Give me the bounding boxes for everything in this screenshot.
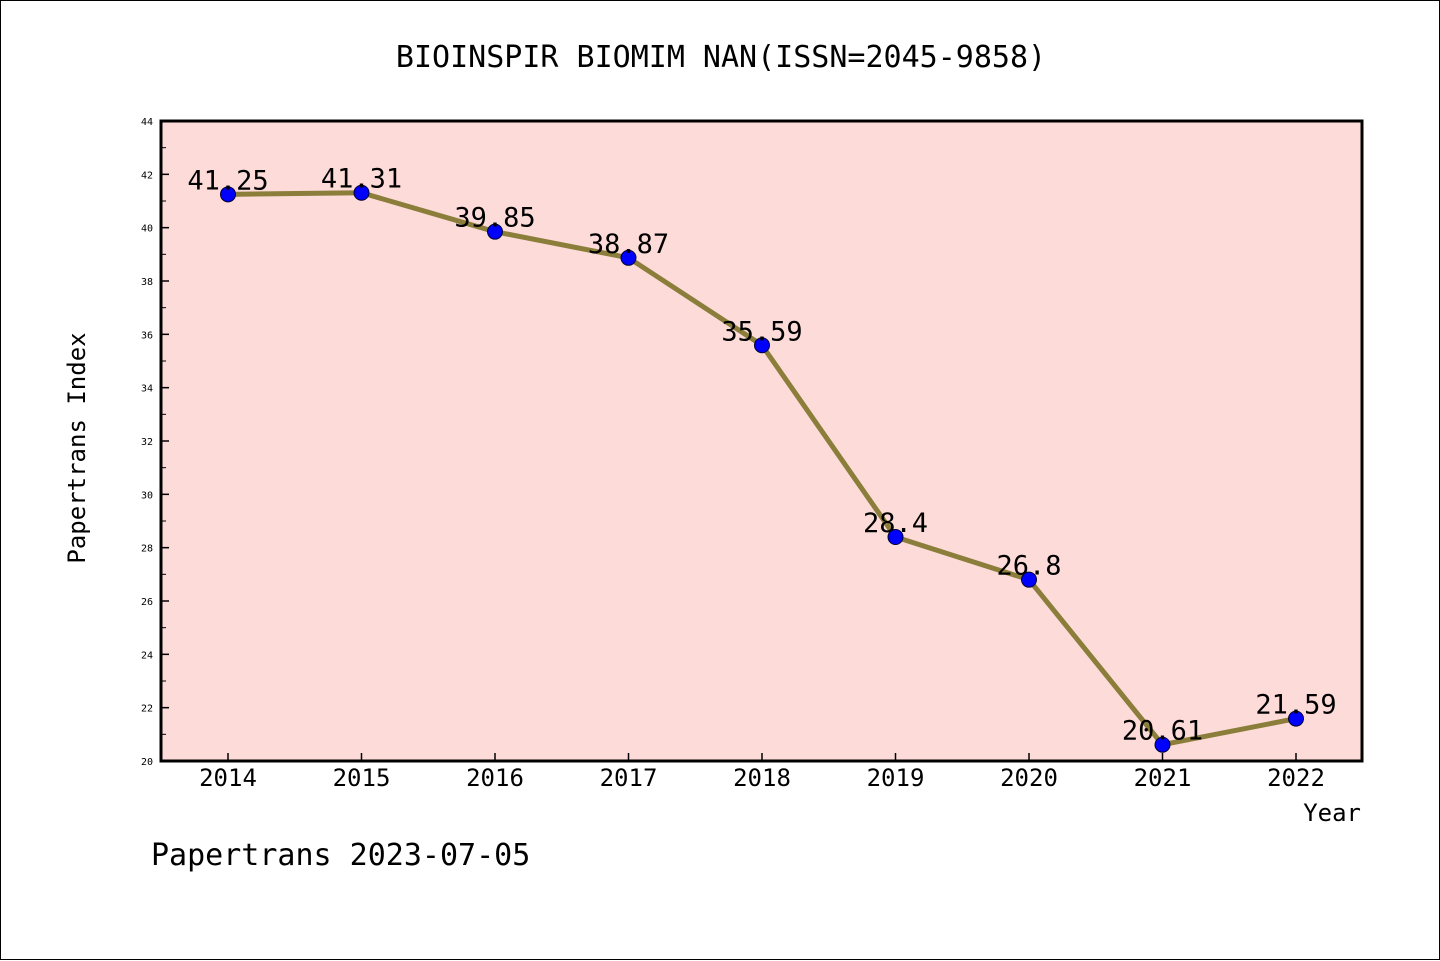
data-label: 26.8 [996, 551, 1061, 582]
data-point-marker [487, 223, 503, 240]
data-point-marker [887, 529, 904, 545]
x-tick-label: 2017 [600, 764, 658, 792]
y-tick-label: 40 [141, 224, 153, 235]
x-tick-label: 2020 [1000, 764, 1058, 792]
data-point-marker [754, 337, 770, 354]
y-axis: 20 22 24 26 28 30 32 34 36 38 40 42 44 [141, 117, 169, 768]
y-tick-label: 20 [141, 757, 153, 768]
data-point-marker [353, 184, 370, 201]
x-tick-label: 2015 [333, 764, 391, 792]
data-point-marker [1288, 710, 1304, 727]
y-tick-label: 28 [141, 544, 153, 555]
y-tick-label: 32 [141, 437, 153, 448]
y-tick-label: 38 [141, 277, 153, 288]
data-label: 41.31 [321, 164, 402, 195]
x-tick-label: 2022 [1267, 764, 1325, 792]
y-tick-label: 44 [141, 117, 153, 128]
chart-title: BIOINSPIR BIOMIM NAN(ISSN=2045-9858) [396, 40, 1046, 75]
data-label: 41.25 [187, 165, 268, 196]
data-point-marker [220, 186, 236, 203]
x-axis: 2014 2015 2016 2017 2018 2019 2020 2021 2022 [199, 753, 1325, 792]
data-label: 38.87 [588, 229, 669, 260]
y-tick-label: 22 [141, 704, 153, 715]
data-label: 28.4 [863, 508, 928, 539]
y-tick-label: 36 [141, 330, 153, 341]
footer-date-label: Papertrans 2023-07-05 [151, 838, 530, 873]
plot-border [159, 119, 1364, 763]
data-label: 39.85 [454, 203, 535, 234]
data-point-marker [1021, 571, 1037, 588]
data-label: 20.61 [1122, 716, 1203, 747]
data-label: 35.59 [721, 316, 802, 347]
y-axis-label: Papertrans Index [63, 332, 91, 563]
x-tick-label: 2021 [1134, 764, 1192, 792]
y-tick-label: 24 [141, 650, 153, 661]
data-label: 21.59 [1255, 690, 1336, 721]
x-tick-label: 2019 [867, 764, 925, 792]
x-tick-label: 2018 [733, 764, 791, 792]
y-tick-label: 42 [141, 170, 153, 181]
x-axis-label: Year [1303, 799, 1361, 827]
y-tick-label: 30 [141, 490, 153, 501]
y-tick-label: 34 [141, 384, 153, 395]
data-point-marker [620, 249, 637, 266]
data-point-marker [1154, 736, 1171, 753]
y-tick-label: 26 [141, 597, 153, 608]
x-tick-label: 2014 [199, 764, 257, 792]
series-layer: 41.25 41.31 39.85 38.87 35.59 28.4 26.8 20.61 21… [187, 164, 1337, 753]
plot-area [161, 121, 1362, 761]
x-tick-label: 2016 [466, 764, 524, 792]
